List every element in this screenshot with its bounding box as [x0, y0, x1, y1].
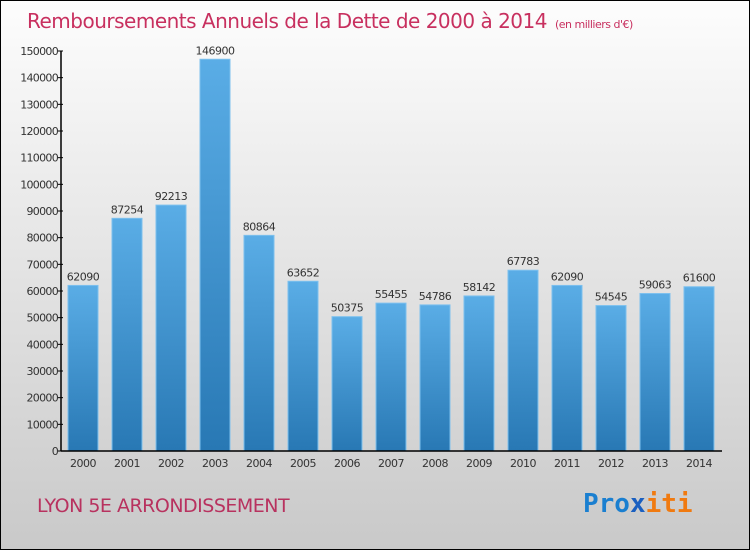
- y-tick-label: 50000: [27, 312, 59, 325]
- x-tick-label: 2012: [598, 457, 624, 470]
- data-label: 80864: [243, 220, 276, 233]
- bar: [419, 304, 451, 452]
- chart-title: Remboursements Annuels de la Dette de 20…: [27, 9, 633, 33]
- data-label: 92213: [155, 190, 188, 203]
- x-tick-label: 2014: [686, 457, 712, 470]
- data-label: 58142: [463, 281, 496, 294]
- data-label: 54786: [419, 290, 452, 303]
- y-tick-label: 100000: [20, 178, 58, 191]
- proxiti-logo[interactable]: Proxiti: [583, 489, 693, 519]
- y-tick-label: 30000: [27, 365, 59, 378]
- x-tick-label: 2003: [202, 457, 228, 470]
- x-tick-label: 2008: [422, 457, 448, 470]
- x-tick-label: 2010: [510, 457, 536, 470]
- bar: [111, 217, 143, 452]
- bar: [243, 234, 275, 452]
- y-tick-label: 110000: [20, 152, 58, 165]
- x-tick-label: 2009: [466, 457, 492, 470]
- y-tick-label: 0: [52, 445, 59, 458]
- bar: [199, 58, 231, 452]
- y-tick-label: 130000: [20, 98, 58, 111]
- data-label: 54545: [595, 291, 628, 304]
- bar: [287, 280, 319, 452]
- logo-part: iti: [645, 489, 693, 519]
- bar: [155, 204, 187, 452]
- title-text: Remboursements Annuels de la Dette de 20…: [27, 9, 547, 33]
- y-tick-label: 80000: [27, 232, 59, 245]
- y-tick-label: 150000: [20, 45, 58, 58]
- data-label: 61600: [683, 272, 716, 285]
- data-label: 62090: [67, 270, 100, 283]
- data-label: 62090: [551, 270, 584, 283]
- bar: [507, 269, 539, 452]
- x-tick-label: 2002: [158, 457, 184, 470]
- bar: [683, 286, 715, 452]
- x-tick-label: 2006: [334, 457, 360, 470]
- bar: [67, 284, 99, 452]
- y-tick-label: 140000: [20, 72, 58, 85]
- bar: [639, 292, 671, 452]
- bar: [375, 302, 407, 452]
- bar: [331, 316, 363, 452]
- data-label: 50375: [331, 302, 364, 315]
- y-tick-label: 20000: [27, 392, 59, 405]
- y-tick-label: 70000: [27, 258, 59, 271]
- y-tick-label: 60000: [27, 285, 59, 298]
- x-tick-label: 2005: [290, 457, 316, 470]
- x-tick-label: 2007: [378, 457, 404, 470]
- data-label: 59063: [639, 278, 672, 291]
- data-label: 63652: [287, 266, 320, 279]
- logo-part: Pro: [583, 489, 630, 519]
- place-name: LYON 5E ARRONDISSEMENT: [37, 495, 290, 517]
- data-label: 67783: [507, 255, 540, 268]
- y-tick-label: 90000: [27, 205, 59, 218]
- bar: [551, 284, 583, 452]
- bar: [595, 305, 627, 452]
- data-label: 55455: [375, 288, 408, 301]
- data-label: 146900: [196, 44, 235, 57]
- data-label: 87254: [111, 203, 144, 216]
- x-tick-label: 2000: [70, 457, 96, 470]
- x-tick-label: 2004: [246, 457, 272, 470]
- x-tick-label: 2013: [642, 457, 668, 470]
- x-tick-label: 2011: [554, 457, 580, 470]
- y-tick-label: 120000: [20, 125, 58, 138]
- logo-part: x: [629, 489, 646, 519]
- bar: [463, 295, 495, 452]
- y-tick-label: 40000: [27, 338, 59, 351]
- unit-label: (en milliers d'€): [554, 18, 633, 31]
- y-tick-label: 10000: [27, 418, 59, 431]
- x-tick-label: 2001: [114, 457, 140, 470]
